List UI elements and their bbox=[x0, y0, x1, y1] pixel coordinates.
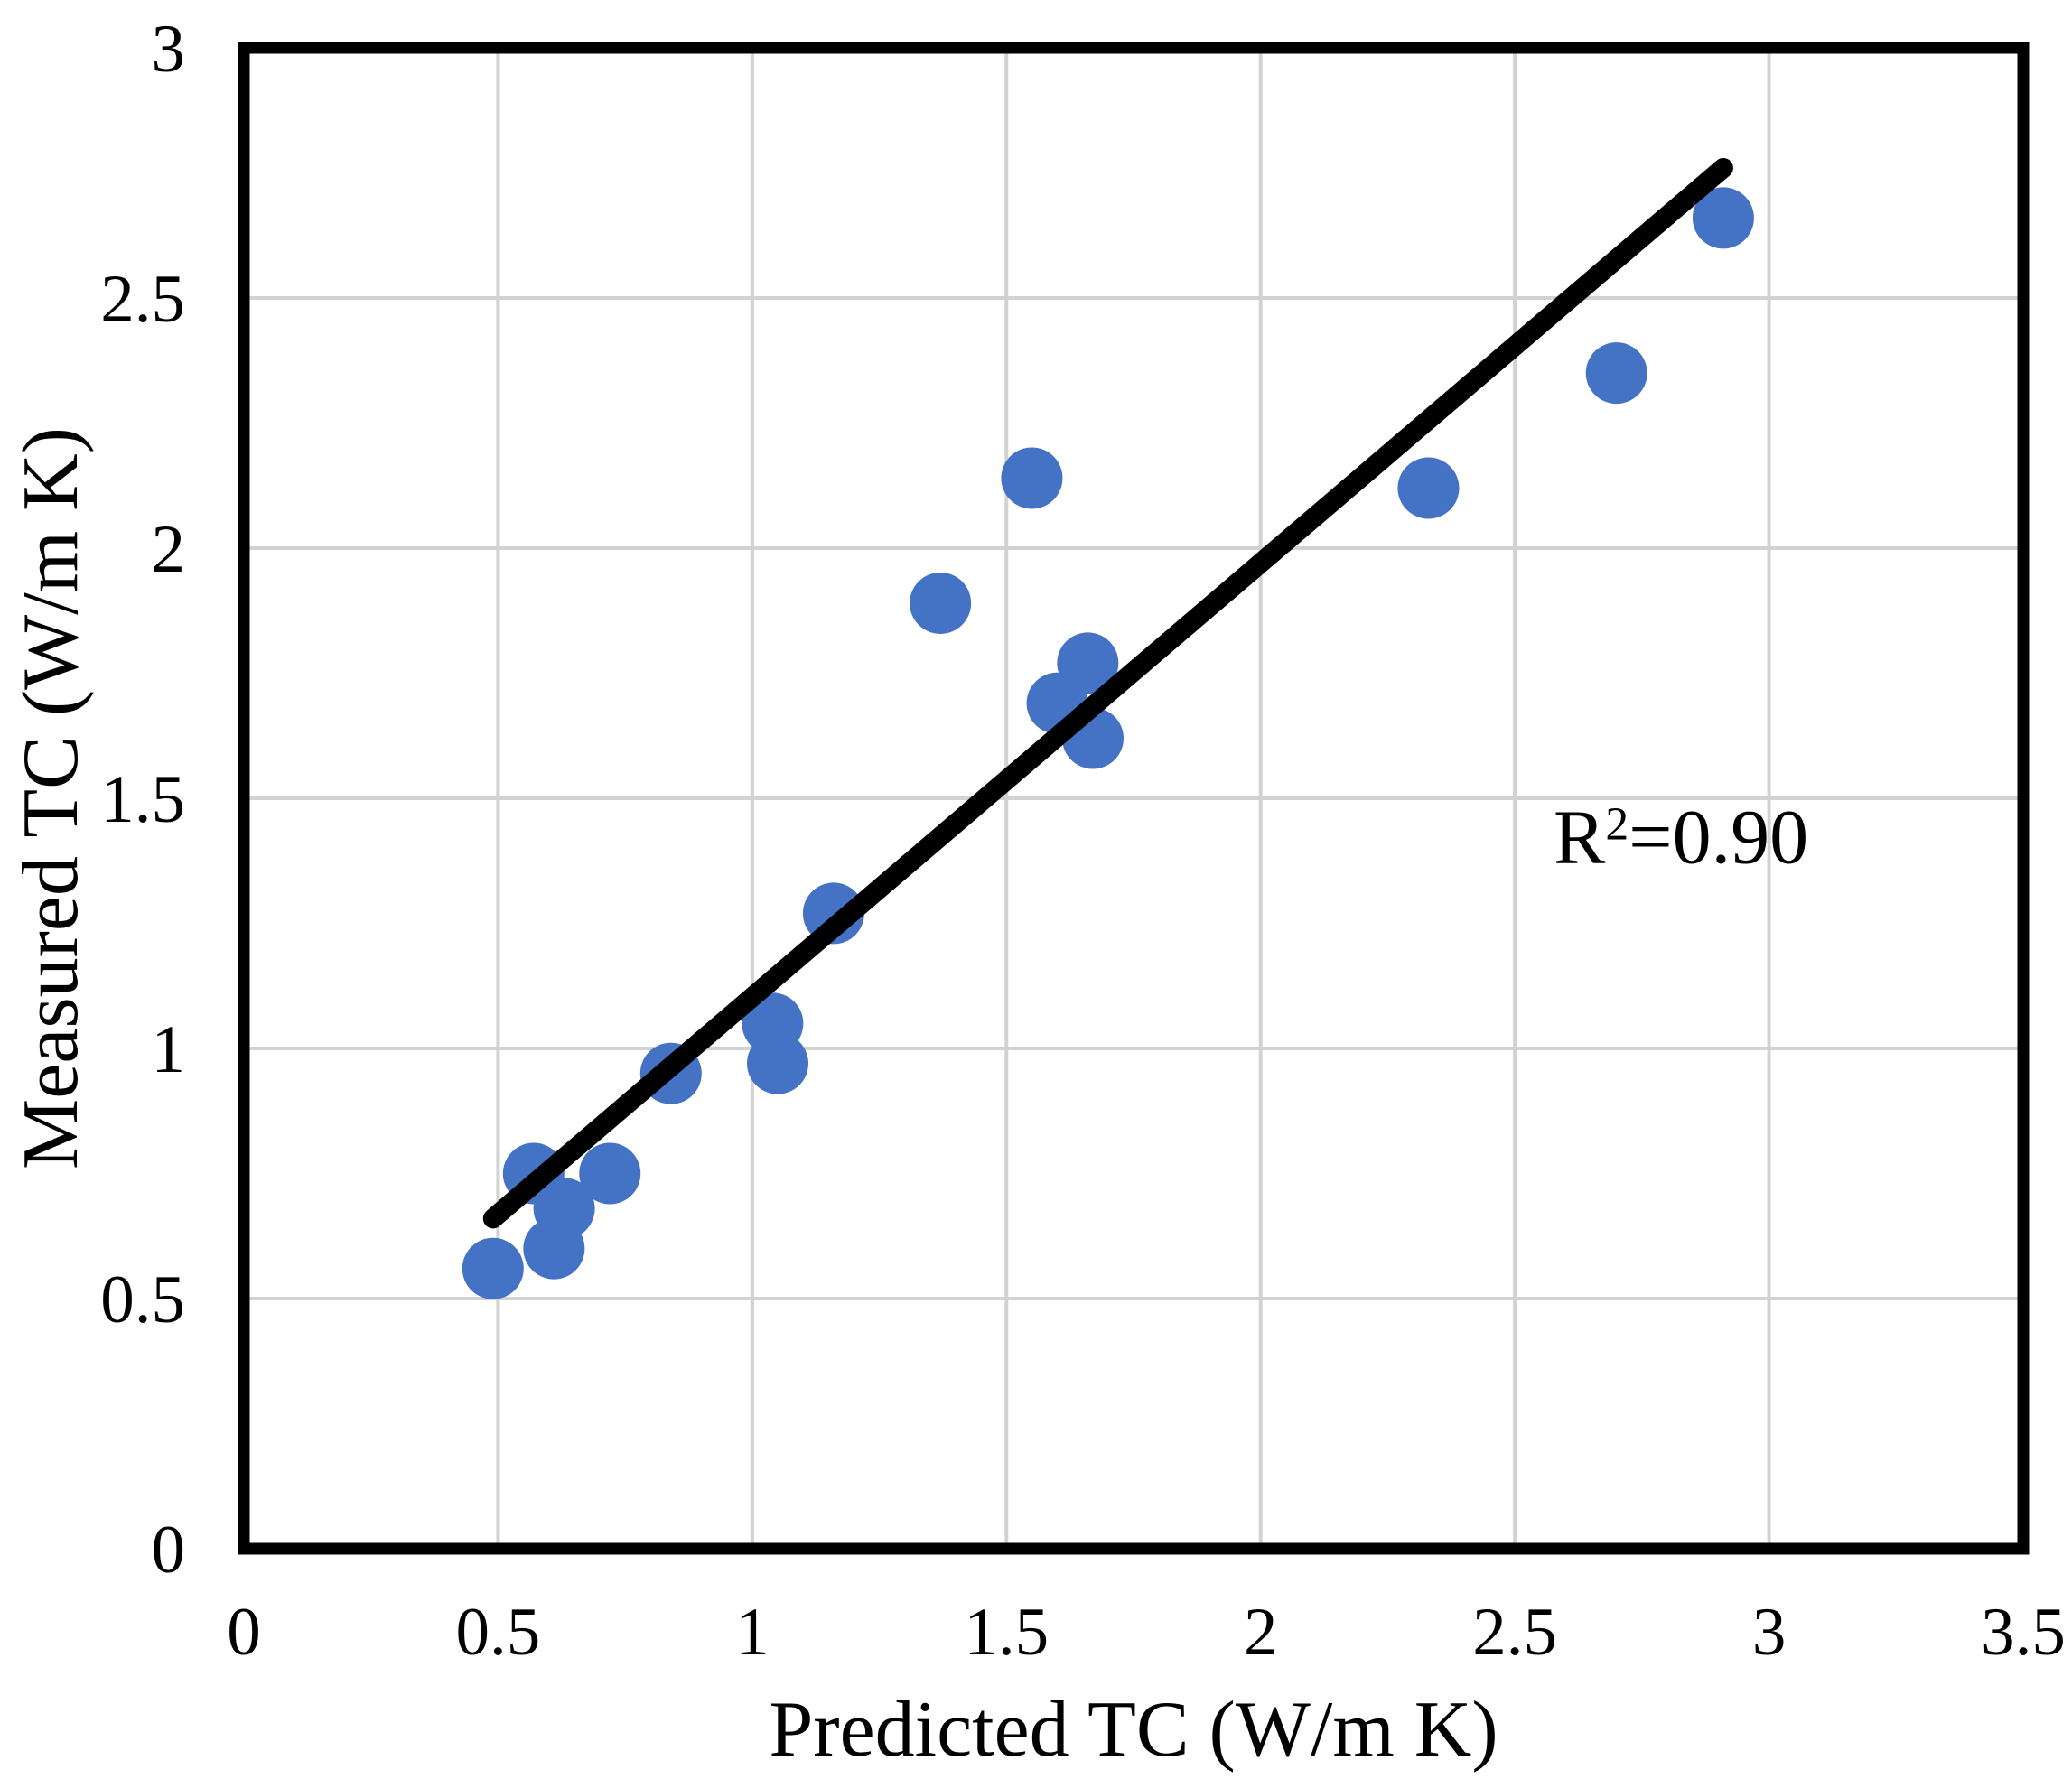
scatter-point bbox=[910, 572, 972, 634]
x-tick-label: 2 bbox=[1244, 1595, 1278, 1670]
y-tick-label: 2 bbox=[152, 512, 186, 587]
scatter-point bbox=[1585, 342, 1647, 405]
plot-frame bbox=[238, 42, 2030, 1555]
y-tick-label: 0 bbox=[152, 1513, 186, 1588]
r-squared-value: =0.90 bbox=[1629, 793, 1809, 880]
scatter-point bbox=[747, 1032, 808, 1094]
trend-line bbox=[482, 157, 1733, 1229]
r-squared-base: R bbox=[1554, 793, 1606, 880]
x-tick-label: 3 bbox=[1752, 1595, 1787, 1670]
r-squared-superscript: 2 bbox=[1605, 798, 1629, 851]
y-tick-label: 1.5 bbox=[100, 762, 185, 837]
scatter-point bbox=[579, 1142, 641, 1205]
x-tick-label: 0 bbox=[227, 1595, 261, 1670]
x-tick-label: 2.5 bbox=[1472, 1595, 1557, 1670]
scatter-point bbox=[1397, 457, 1460, 519]
x-tick-label: 3.5 bbox=[1981, 1595, 2066, 1670]
y-axis-title: Measured TC (W/m K) bbox=[7, 427, 95, 1169]
y-tick-label: 0.5 bbox=[100, 1262, 185, 1337]
scatter-point bbox=[533, 1178, 595, 1240]
scatter-point bbox=[1057, 632, 1119, 694]
y-tick-label: 1 bbox=[152, 1012, 186, 1087]
y-tick-label: 2.5 bbox=[100, 262, 185, 337]
x-tick-label: 1.5 bbox=[964, 1595, 1049, 1670]
x-tick-label: 0.5 bbox=[456, 1595, 541, 1670]
x-axis-title: Predicted TC (W/m K) bbox=[769, 1686, 1498, 1774]
scatter-point bbox=[1692, 187, 1754, 249]
r-squared-annotation: R2=0.90 bbox=[1554, 797, 1808, 875]
x-tick-label: 1 bbox=[735, 1595, 770, 1670]
scatter-point bbox=[462, 1237, 524, 1299]
scatter-point bbox=[1001, 447, 1063, 509]
y-tick-label: 3 bbox=[152, 12, 186, 87]
